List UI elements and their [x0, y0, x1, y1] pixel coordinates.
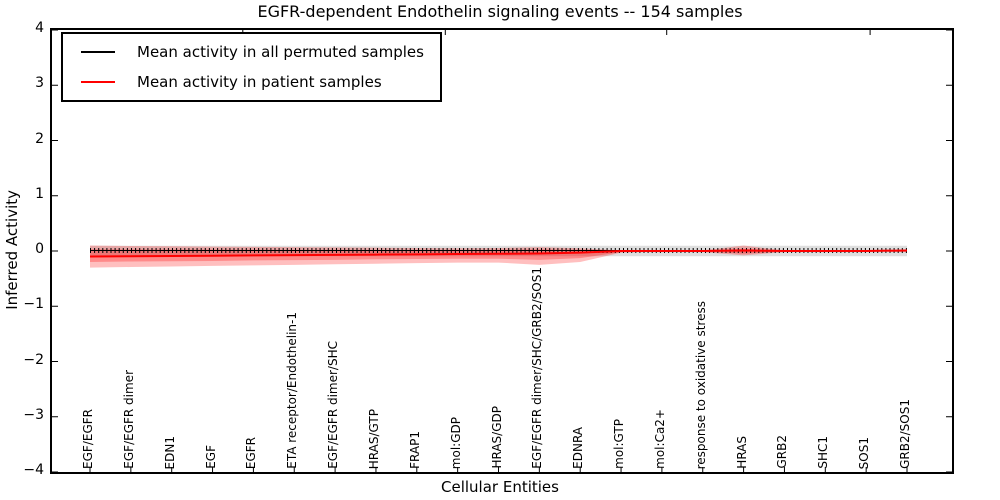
- ytick-label: 0: [35, 241, 44, 257]
- ytick-label: −4: [23, 462, 44, 478]
- xtick-label: EGF/EGFR: [81, 409, 95, 469]
- xtick-label: SHC1: [816, 436, 831, 469]
- legend-label-patient: Mean activity in patient samples: [137, 73, 382, 91]
- ytick-label: 2: [35, 130, 44, 147]
- chart-title: EGFR-dependent Endothelin signaling even…: [257, 2, 743, 21]
- xtick-label: EDNRA: [571, 427, 586, 469]
- permuted-line-swatch: [81, 51, 115, 53]
- xtick-label: EGF/EGFR dimer: [121, 370, 136, 469]
- line-mean-activity-in-patient-samples: [89, 249, 908, 258]
- legend-label-permuted: Mean activity in all permuted samples: [137, 43, 424, 61]
- xtick-label: mol:Ca2+: [652, 409, 667, 469]
- ytick-label: −3: [23, 406, 44, 423]
- xtick-label: HRAS/GDP: [489, 406, 504, 469]
- xtick-label: EGF: [203, 445, 218, 469]
- xtick-label: ETA receptor/Endothelin-1: [285, 312, 300, 469]
- ytick-label: 1: [35, 185, 44, 202]
- x-axis-label: Cellular Entities: [441, 478, 559, 496]
- xtick-label: EDN1: [162, 435, 177, 469]
- band-patient-samples-inner-band: [90, 248, 907, 263]
- legend: Mean activity in all permuted samples Me…: [61, 32, 442, 102]
- legend-entry-patient: Mean activity in patient samples: [75, 73, 424, 91]
- plot-area: EGF/EGFR EGF/EGFR dimer EDN1 EGF EGFR ETA rec…: [50, 28, 954, 474]
- xtick-label: mol:GDP: [448, 416, 463, 469]
- xtick-label: GRB2: [775, 435, 790, 469]
- legend-entry-permuted: Mean activity in all permuted samples: [75, 43, 424, 61]
- xtick-label: SOS1: [857, 436, 872, 469]
- xtick-label: response to oxidative stress: [693, 300, 708, 469]
- xtick-label: HRAS: [734, 436, 749, 469]
- xtick-label: EGF/EGFR dimer/SHC: [326, 341, 341, 469]
- xtick-label: EGFR: [244, 436, 259, 469]
- xtick-label: HRAS/GTP: [366, 408, 381, 469]
- ytick-label: −2: [23, 351, 44, 368]
- patient-line-swatch: [81, 81, 115, 83]
- xtick-label: GRB2/SOS1: [898, 399, 912, 469]
- plot-svg: [52, 30, 952, 472]
- ytick-label: 4: [35, 20, 44, 36]
- xtick-label: mol:GTP: [612, 419, 627, 469]
- xtick-label: FRAP1: [407, 431, 422, 469]
- band-permuted-samples-spread-band: [90, 245, 907, 257]
- ytick-label: 3: [35, 75, 44, 92]
- xtick-label: EGF/EGFR dimer/SHC/GRB2/SOS1: [530, 267, 545, 469]
- ytick-label: −1: [23, 296, 44, 313]
